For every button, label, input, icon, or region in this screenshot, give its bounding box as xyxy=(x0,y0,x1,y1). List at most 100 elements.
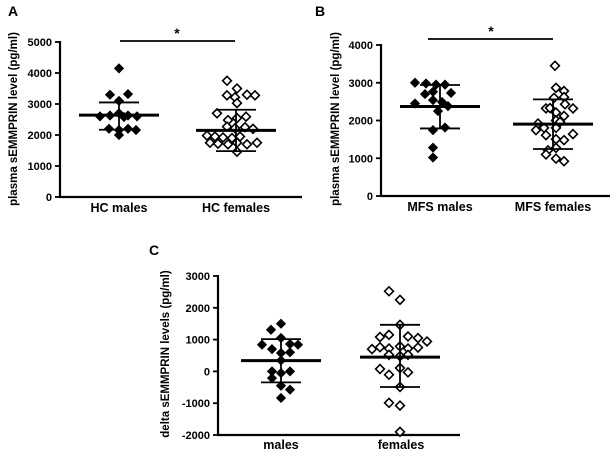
data-point-filled-diamond xyxy=(103,123,115,134)
data-point-open-diamond xyxy=(204,137,216,149)
y-tick-label: 2000 xyxy=(28,130,52,142)
data-point-filled-diamond xyxy=(284,366,296,377)
data-point-filled-diamond xyxy=(265,324,277,335)
data-point-filled-diamond xyxy=(419,88,431,100)
data-point-open-diamond xyxy=(550,82,562,94)
y-tick-label: -1000 xyxy=(182,398,210,410)
data-point-open-diamond xyxy=(549,60,561,72)
y-tick-label: 3000 xyxy=(28,99,52,111)
data-point-open-diamond xyxy=(402,330,414,342)
data-point-open-diamond xyxy=(383,329,395,341)
data-point-open-diamond xyxy=(402,366,414,378)
y-tick-label: 2000 xyxy=(349,116,373,128)
data-point-open-diamond xyxy=(421,335,433,348)
x-category-label-mfs-males: MFS males xyxy=(407,200,473,214)
data-point-filled-diamond xyxy=(284,384,296,395)
data-point-open-diamond xyxy=(247,123,259,135)
data-point-filled-diamond xyxy=(427,125,439,136)
data-point-open-diamond xyxy=(212,138,224,150)
data-point-open-diamond xyxy=(550,153,562,165)
data-point-filled-diamond xyxy=(122,123,134,134)
data-point-open-diamond xyxy=(221,89,233,101)
y-tick-label: 0 xyxy=(367,191,373,203)
group-females xyxy=(360,285,440,438)
data-point-filled-diamond xyxy=(122,88,134,100)
data-point-open-diamond xyxy=(412,332,424,344)
data-point-open-diamond xyxy=(383,397,395,409)
group-hc-males xyxy=(79,63,159,141)
data-point-filled-diamond xyxy=(284,347,296,358)
y-tick-label: 2000 xyxy=(186,303,210,315)
y-tick-label: 1000 xyxy=(349,153,373,165)
panel-C-plot: -2000 -1000 0 1000 2000 3000 xyxy=(182,271,460,442)
data-point-open-diamond xyxy=(231,97,243,109)
data-point-filled-diamond xyxy=(427,142,439,153)
data-point-open-diamond xyxy=(558,155,570,167)
panel-B-plot: 0 1000 2000 3000 4000 * xyxy=(349,23,610,203)
y-tick-label: 3000 xyxy=(349,78,373,90)
data-point-open-diamond xyxy=(540,129,552,141)
data-point-filled-diamond xyxy=(445,87,457,99)
data-point-filled-diamond xyxy=(104,89,116,100)
panel-A-plot: 0 1000 2000 3000 4000 5000 * xyxy=(28,25,302,204)
y-axis-label-panel-c: delta sEMMPRIN levels (pg/ml) xyxy=(160,270,172,438)
data-point-open-diamond xyxy=(240,111,252,123)
data-point-filled-diamond xyxy=(266,372,278,384)
data-point-open-diamond xyxy=(548,92,560,104)
data-point-open-diamond xyxy=(567,102,579,114)
y-tick-label: 1000 xyxy=(28,161,52,173)
panel-label-c: C xyxy=(149,242,160,258)
data-point-open-diamond xyxy=(530,124,542,136)
data-point-open-diamond xyxy=(201,130,213,142)
x-category-label-mfs-females: MFS females xyxy=(514,200,592,214)
data-point-filled-diamond xyxy=(427,95,439,106)
data-point-open-diamond xyxy=(231,82,243,95)
data-point-open-diamond xyxy=(366,343,378,355)
y-tick-label: 0 xyxy=(204,366,210,378)
x-category-label-males: males xyxy=(263,438,299,452)
y-tick-label: 1000 xyxy=(186,335,210,347)
data-point-filled-diamond xyxy=(266,344,278,355)
data-point-open-diamond xyxy=(567,128,579,140)
data-point-open-diamond xyxy=(412,342,424,354)
data-point-filled-diamond xyxy=(409,77,421,88)
y-axis-label-panel-a: plasma sEMMPRIN level (pg/ml) xyxy=(8,32,20,206)
data-point-open-diamond xyxy=(540,148,552,161)
data-point-open-diamond xyxy=(241,138,253,150)
data-point-open-diamond xyxy=(383,285,395,297)
data-point-filled-diamond xyxy=(275,318,287,329)
x-category-label-females: females xyxy=(377,438,425,452)
data-point-open-diamond xyxy=(221,75,233,87)
y-tick-label: 5000 xyxy=(28,37,52,49)
y-tick-label: 0 xyxy=(46,192,52,204)
data-point-open-diamond xyxy=(394,294,406,306)
data-point-open-diamond xyxy=(211,107,223,119)
data-point-filled-diamond xyxy=(113,129,125,141)
data-point-filled-diamond xyxy=(432,105,444,117)
panel-label-a: A xyxy=(8,3,19,19)
data-point-open-diamond xyxy=(374,363,386,375)
data-point-open-diamond xyxy=(229,122,241,134)
y-tick-label: -2000 xyxy=(182,430,210,442)
group-males xyxy=(241,318,321,404)
data-point-filled-diamond xyxy=(427,152,439,163)
data-point-open-diamond xyxy=(374,331,386,343)
data-point-open-diamond xyxy=(383,369,395,381)
data-point-filled-diamond xyxy=(275,392,287,404)
data-point-open-diamond xyxy=(222,138,234,150)
data-point-filled-diamond xyxy=(420,78,432,89)
data-point-open-diamond xyxy=(217,131,229,144)
significance-asterisk: * xyxy=(174,25,180,41)
data-point-open-diamond xyxy=(558,134,570,146)
data-point-open-diamond xyxy=(231,112,243,124)
data-point-filled-diamond xyxy=(275,380,287,391)
y-tick-label: 3000 xyxy=(186,271,210,283)
significance-asterisk: * xyxy=(488,23,494,39)
data-point-open-diamond xyxy=(558,110,570,122)
x-category-label-hc-females: HC females xyxy=(201,201,271,215)
data-point-open-diamond xyxy=(394,400,406,412)
x-category-label-hc-males: HC males xyxy=(90,201,148,215)
panel-label-b: B xyxy=(315,3,326,19)
